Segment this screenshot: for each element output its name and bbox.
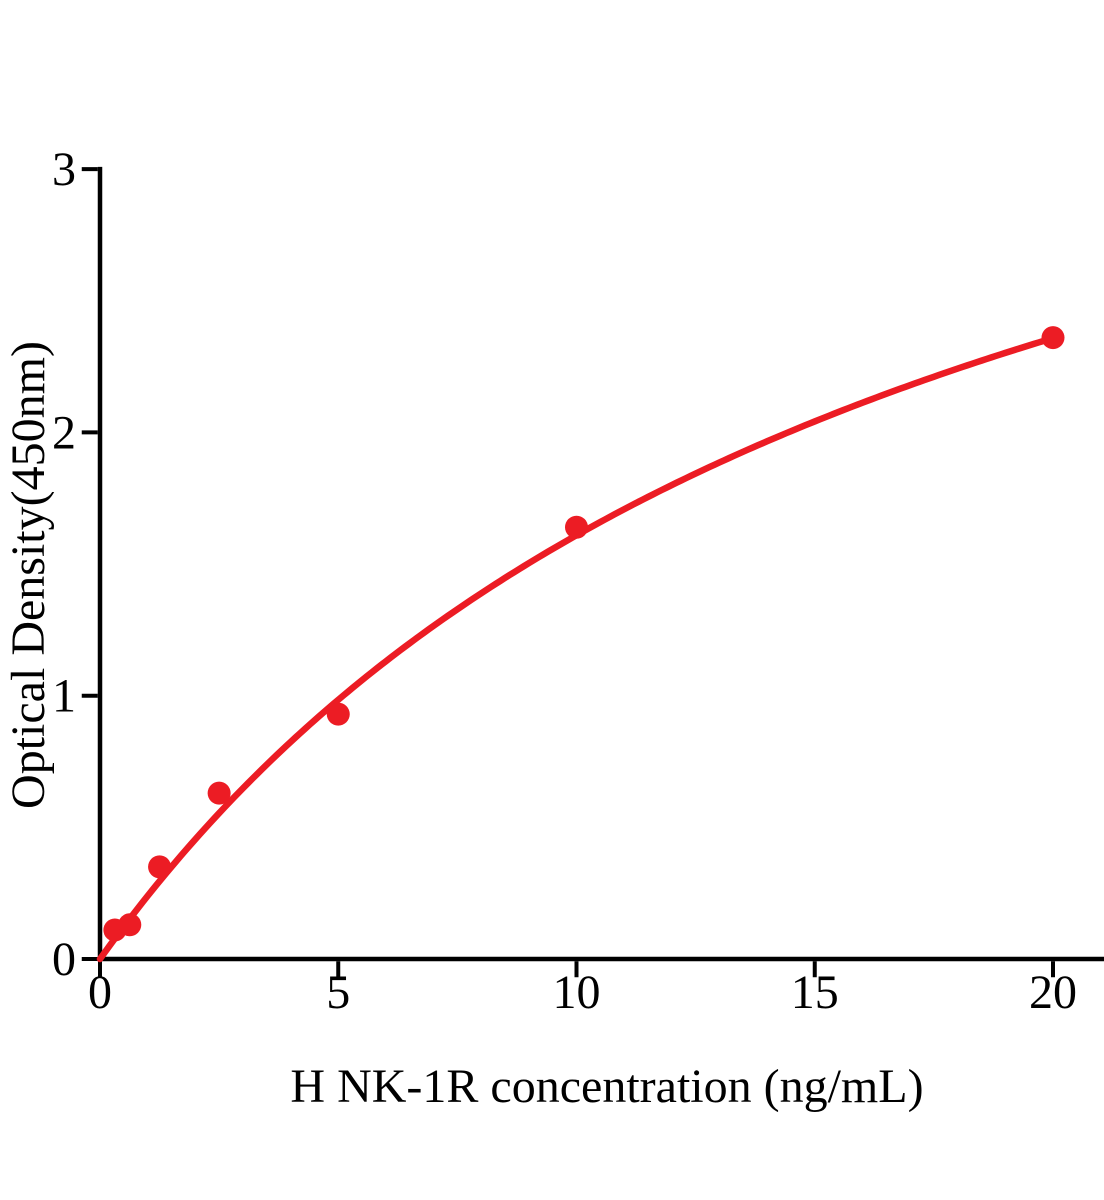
- x-tick-label: 10: [553, 966, 601, 1019]
- x-axis-title: H NK-1R concentration (ng/mL): [290, 1060, 923, 1113]
- fit-curve: [96, 334, 1057, 963]
- data-point: [148, 855, 172, 879]
- data-point: [1041, 326, 1065, 350]
- y-tick-label: 1: [52, 670, 76, 723]
- x-tick-label: 5: [326, 966, 350, 1019]
- y-tick-label: 0: [52, 933, 76, 986]
- data-point: [326, 702, 350, 726]
- data-point: [565, 515, 588, 539]
- x-tick-label: 0: [88, 966, 112, 1019]
- x-tick-label: 20: [1029, 966, 1077, 1019]
- x-tick-label: 15: [791, 966, 839, 1019]
- y-axis-title: Optical Density(450nm): [2, 341, 55, 809]
- data-point: [207, 781, 231, 805]
- y-tick-label: 3: [52, 143, 76, 196]
- y-tick-label: 2: [52, 406, 76, 459]
- data-series: [96, 326, 1065, 963]
- axes: 0 5 10 15 20 0 1 2 3: [52, 143, 1104, 1019]
- data-point: [118, 913, 142, 937]
